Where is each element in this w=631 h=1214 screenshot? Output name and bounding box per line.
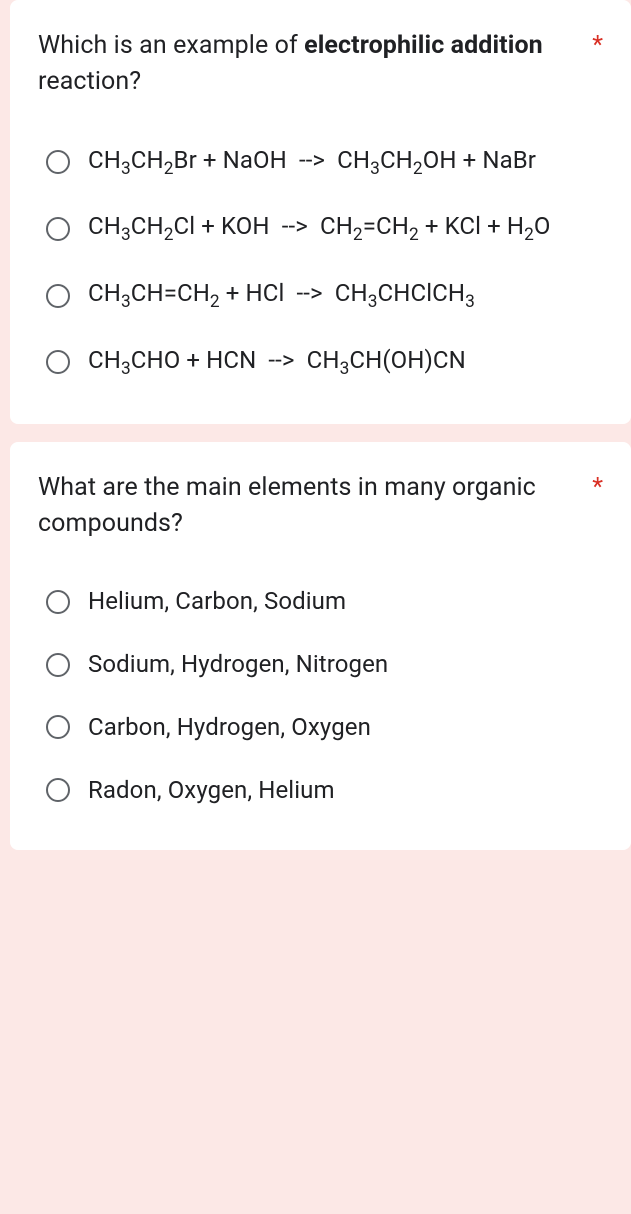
options-group-1: CH3CH2Br + NaOH --> CH3CH2OH + NaBr CH3C… (38, 129, 603, 396)
option-row[interactable]: CH3CHO + HCN --> CH3CH(OH)CN (38, 329, 603, 396)
required-asterisk: * (592, 28, 603, 64)
option-row[interactable]: CH3CH2Br + NaOH --> CH3CH2OH + NaBr (38, 129, 603, 196)
option-label: CH3CH2Cl + KOH --> CH2=CH2 + KCl + H2O (88, 209, 551, 248)
option-row[interactable]: Sodium, Hydrogen, Nitrogen (38, 633, 603, 696)
option-row[interactable]: Helium, Carbon, Sodium (38, 570, 603, 633)
question-text: Which is an example of electrophilic add… (38, 28, 586, 101)
radio-icon[interactable] (46, 653, 70, 677)
radio-icon[interactable] (46, 778, 70, 802)
option-label: Carbon, Hydrogen, Oxygen (88, 710, 371, 745)
radio-icon[interactable] (46, 590, 70, 614)
option-row[interactable]: Carbon, Hydrogen, Oxygen (38, 696, 603, 759)
required-asterisk: * (592, 470, 603, 506)
option-row[interactable]: Radon, Oxygen, Helium (38, 759, 603, 822)
question-card-2: What are the main elements in many organ… (10, 442, 631, 850)
option-label: CH3CH2Br + NaOH --> CH3CH2OH + NaBr (88, 143, 536, 182)
question-header: Which is an example of electrophilic add… (38, 28, 603, 101)
option-row[interactable]: CH3CH2Cl + KOH --> CH2=CH2 + KCl + H2O (38, 195, 603, 262)
radio-icon[interactable] (46, 284, 70, 308)
option-row[interactable]: CH3CH=CH2 + HCl --> CH3CHClCH3 (38, 262, 603, 329)
option-label: Radon, Oxygen, Helium (88, 773, 335, 808)
option-label: CH3CHO + HCN --> CH3CH(OH)CN (88, 343, 466, 382)
option-label: CH3CH=CH2 + HCl --> CH3CHClCH3 (88, 276, 475, 315)
question-text: What are the main elements in many organ… (38, 470, 586, 543)
option-label: Sodium, Hydrogen, Nitrogen (88, 647, 388, 682)
question-header: What are the main elements in many organ… (38, 470, 603, 543)
question-card-1: Which is an example of electrophilic add… (10, 0, 631, 424)
radio-icon[interactable] (46, 350, 70, 374)
radio-icon[interactable] (46, 217, 70, 241)
radio-icon[interactable] (46, 150, 70, 174)
options-group-2: Helium, Carbon, Sodium Sodium, Hydrogen,… (38, 570, 603, 821)
radio-icon[interactable] (46, 715, 70, 739)
option-label: Helium, Carbon, Sodium (88, 584, 346, 619)
